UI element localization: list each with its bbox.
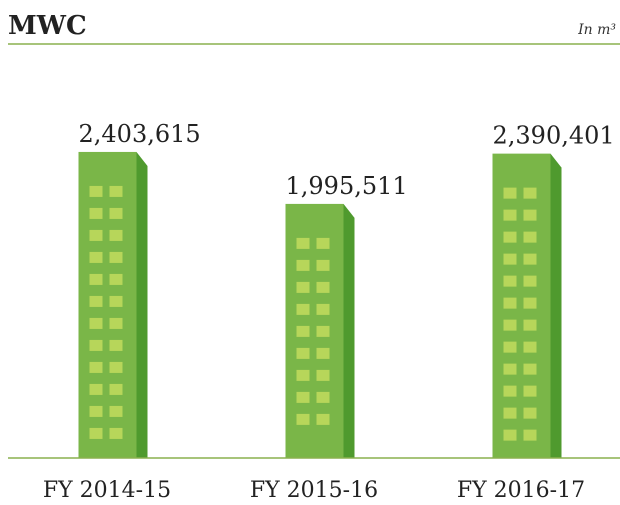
- window: [523, 253, 537, 265]
- window: [89, 229, 103, 241]
- window: [523, 341, 537, 353]
- window: [89, 339, 103, 351]
- window: [503, 209, 517, 221]
- window: [503, 253, 517, 265]
- window: [89, 295, 103, 307]
- window: [296, 303, 310, 315]
- value-label: 1,995,511: [286, 172, 408, 200]
- building-bar: [492, 153, 562, 459]
- window: [503, 187, 517, 199]
- window: [523, 187, 537, 199]
- x-tick-label: FY 2014-15: [43, 478, 171, 503]
- window: [109, 229, 123, 241]
- window: [109, 295, 123, 307]
- window: [523, 363, 537, 375]
- window: [109, 207, 123, 219]
- window: [296, 259, 310, 271]
- bar-front: [78, 151, 137, 458]
- window: [316, 281, 330, 293]
- unit-label: In m³: [577, 22, 616, 38]
- window: [109, 273, 123, 285]
- window: [503, 429, 517, 441]
- bar-front: [492, 153, 551, 459]
- x-tick-label: FY 2016-17: [457, 478, 585, 503]
- window: [109, 339, 123, 351]
- window: [316, 237, 330, 249]
- window: [89, 251, 103, 263]
- window: [109, 251, 123, 263]
- window: [296, 413, 310, 425]
- bar-front: [285, 203, 344, 458]
- chart-title: MWC: [8, 11, 87, 41]
- building-bar: [285, 203, 355, 458]
- window: [523, 319, 537, 331]
- window: [109, 427, 123, 439]
- window: [503, 319, 517, 331]
- window: [296, 237, 310, 249]
- window: [89, 273, 103, 285]
- window: [296, 325, 310, 337]
- window: [89, 361, 103, 373]
- window: [316, 347, 330, 359]
- window: [296, 391, 310, 403]
- window: [89, 185, 103, 197]
- window: [523, 429, 537, 441]
- window: [316, 259, 330, 271]
- window: [316, 413, 330, 425]
- window: [503, 363, 517, 375]
- value-label: 2,403,615: [79, 120, 201, 148]
- window: [89, 405, 103, 417]
- window: [296, 281, 310, 293]
- window: [316, 369, 330, 381]
- window: [109, 317, 123, 329]
- window: [89, 317, 103, 329]
- window: [523, 231, 537, 243]
- value-label: 2,390,401: [493, 122, 615, 150]
- window: [523, 385, 537, 397]
- window: [109, 185, 123, 197]
- window: [316, 303, 330, 315]
- window: [523, 297, 537, 309]
- window: [109, 405, 123, 417]
- window: [523, 275, 537, 287]
- window: [296, 369, 310, 381]
- bar-side: [136, 151, 148, 458]
- window: [89, 207, 103, 219]
- window: [523, 209, 537, 221]
- window: [109, 383, 123, 395]
- window: [296, 347, 310, 359]
- window: [316, 325, 330, 337]
- window: [89, 383, 103, 395]
- x-tick-label: FY 2015-16: [250, 478, 378, 503]
- window: [503, 275, 517, 287]
- window: [523, 407, 537, 419]
- window: [316, 391, 330, 403]
- bar-side: [550, 153, 562, 459]
- window: [109, 361, 123, 373]
- window: [503, 341, 517, 353]
- window: [89, 427, 103, 439]
- window: [503, 385, 517, 397]
- building-bar: [78, 151, 148, 458]
- window: [503, 407, 517, 419]
- window: [503, 231, 517, 243]
- bar-side: [343, 203, 355, 458]
- window: [503, 297, 517, 309]
